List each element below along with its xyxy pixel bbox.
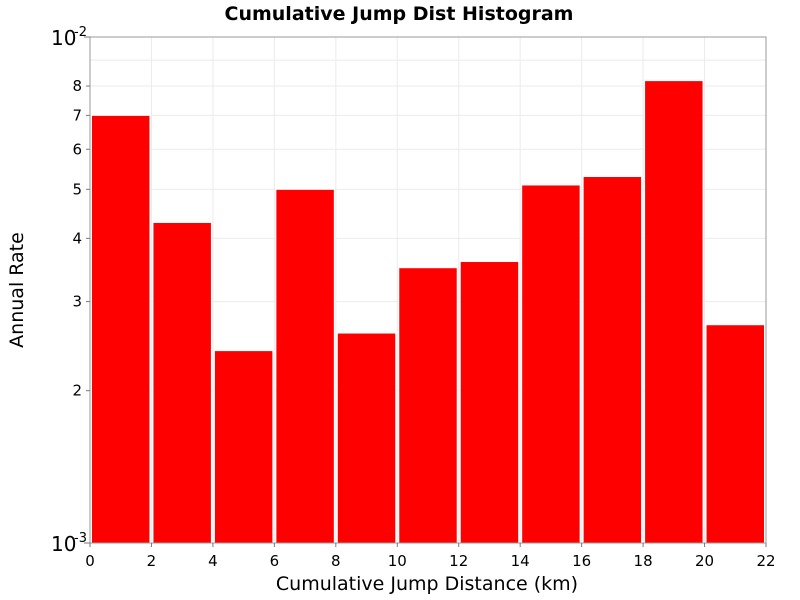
x-axis-ticks: 0 2 4 6 8 10 12 14 16 18 20 22 — [85, 543, 776, 570]
y-tick-label-0: 2 — [72, 382, 82, 400]
histogram-bar-2 — [213, 350, 274, 544]
histogram-bar-3 — [275, 188, 335, 544]
x-tick-label-9: 18 — [634, 552, 653, 570]
y-tick-label-1: 3 — [72, 293, 82, 311]
y-major-tick-base-1: 10 — [51, 26, 76, 50]
y-tick-label-4: 6 — [72, 140, 82, 158]
histogram-bar-8 — [582, 176, 643, 544]
y-tick-label-5: 7 — [72, 106, 82, 124]
y-major-tick-exponent-1: -2 — [74, 25, 87, 40]
plot-frame — [89, 36, 767, 544]
histogram-bar-7 — [521, 184, 581, 544]
chart-title: Cumulative Jump Dist Histogram — [225, 3, 574, 25]
x-tick-label-10: 20 — [695, 552, 714, 570]
x-tick-label-2: 4 — [208, 552, 218, 570]
y-tick-label-2: 4 — [72, 229, 82, 247]
x-tick-label-6: 12 — [449, 552, 468, 570]
x-tick-label-7: 14 — [511, 552, 530, 570]
x-tick-label-1: 2 — [147, 552, 157, 570]
y-major-tick-base-0: 10 — [51, 532, 76, 556]
histogram-bar-1 — [152, 221, 212, 544]
y-major-tick-exponent-0: -3 — [74, 531, 87, 546]
x-tick-label-5: 10 — [388, 552, 407, 570]
y-tick-label-3: 5 — [72, 180, 82, 198]
histogram-bar-4 — [336, 332, 397, 544]
y-tick-label-6: 8 — [72, 77, 82, 95]
x-axis-title: Cumulative Jump Distance (km) — [276, 573, 578, 595]
x-tick-label-11: 22 — [756, 552, 775, 570]
histogram-bar-0 — [91, 114, 151, 544]
histogram-bar-6 — [459, 261, 520, 544]
x-tick-label-8: 16 — [572, 552, 591, 570]
y-axis-title: Annual Rate — [6, 232, 28, 348]
bars — [91, 80, 766, 544]
histogram-bar-9 — [644, 80, 704, 544]
histogram-bar-10 — [705, 324, 766, 544]
x-tick-label-0: 0 — [85, 552, 95, 570]
x-tick-label-3: 6 — [270, 552, 280, 570]
histogram-bar-5 — [398, 267, 458, 544]
x-tick-label-4: 8 — [331, 552, 341, 570]
